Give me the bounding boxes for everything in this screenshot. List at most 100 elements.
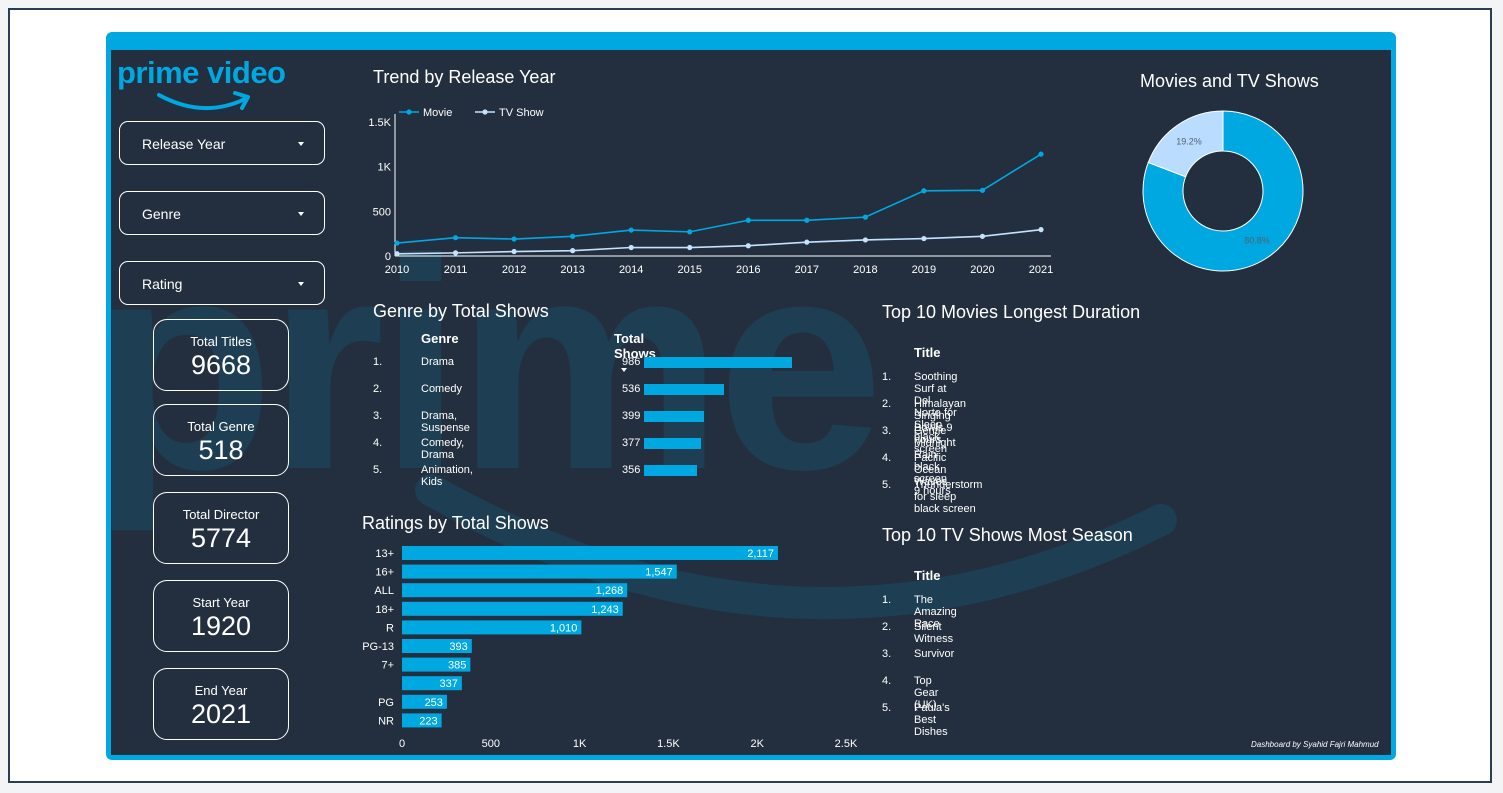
movies-row-title: Gentle Midnight Rain black screen 9 hour…	[914, 425, 956, 497]
trend-x-tick-label: 2020	[970, 264, 994, 276]
kpi-value: 5774	[190, 523, 252, 553]
genre-row-value: 536	[622, 383, 641, 395]
total-shows-col-header[interactable]: Total Shows	[614, 331, 656, 376]
data-point-movie	[570, 233, 576, 239]
dashboard: prime prime video Release Year Genre Rat…	[111, 50, 1391, 755]
rating-bar	[402, 583, 628, 598]
genre-row-rank: 5.	[373, 464, 383, 476]
data-point-tv-show	[511, 248, 517, 255]
rating-bar	[402, 657, 471, 672]
rating-category-label: PG	[378, 697, 394, 709]
rating-bar	[402, 639, 472, 653]
data-point-tv-show	[862, 237, 868, 243]
kpi-value: 518	[198, 435, 244, 465]
data-point-tv-show	[394, 251, 400, 257]
movies-table-title: Top 10 Movies Longest Duration	[882, 302, 1141, 322]
donut-slice-movie	[1142, 110, 1304, 272]
kpi-value: 1920	[190, 611, 252, 641]
rating-bar-value-label: 385	[448, 660, 466, 672]
data-point-movie	[804, 217, 810, 223]
genre-row-bar	[644, 357, 792, 368]
rating-category-label: 7+	[381, 660, 394, 672]
legend-label: Movie	[423, 107, 452, 119]
legend-marker	[482, 109, 488, 115]
data-point-tv-show	[687, 244, 693, 251]
movies-row-rank: 3.	[882, 425, 892, 437]
genre-filter[interactable]: Genre	[119, 191, 325, 235]
genre-row-bar	[644, 411, 704, 422]
genre-row-name: Drama	[421, 356, 455, 368]
rating-category-label: NR	[378, 715, 394, 727]
data-point-movie	[511, 236, 517, 242]
data-point-movie	[862, 214, 868, 220]
release-year-filter[interactable]: Release Year	[119, 121, 325, 165]
tv-title-col-header: Title	[914, 568, 941, 583]
genre-row-rank: 4.	[373, 437, 383, 449]
trend-x-tick-label: 2015	[677, 264, 701, 276]
dropdown-arrow-icon	[298, 142, 304, 146]
rating-category-label: 18+	[375, 604, 394, 616]
trend-x-tick-label: 2019	[912, 264, 936, 276]
movies-row-rank: 4.	[882, 452, 892, 464]
genre-row-rank: 2.	[373, 383, 383, 395]
data-point-tv-show	[1038, 227, 1044, 233]
kpi-total-titles: Total Titles 9668	[153, 319, 289, 391]
movies-row-title: Himalayan Singing Bowls 9 hours	[914, 398, 966, 446]
trend-x-tick-label: 2018	[853, 264, 877, 276]
rating-x-tick-label: 2K	[750, 738, 764, 750]
movies-row-rank: 5.	[882, 479, 892, 491]
ratings-bar-chart: 2,117 13+ 1,547 16+ 1,268 ALL 1,243 18+ 1,010 R 39…	[362, 546, 858, 750]
data-point-tv-show	[745, 243, 751, 249]
filter-label: Genre	[142, 206, 181, 222]
movies-tv-donut-chart: 80.8% 19.2%	[1142, 110, 1304, 272]
dropdown-arrow-icon	[298, 212, 304, 216]
data-point-tv-show	[628, 244, 634, 251]
data-point-tv-show	[570, 248, 576, 254]
rating-bar-value-label: 253	[425, 697, 443, 709]
tv-row-rank: 4.	[882, 675, 892, 687]
movies-row-rank: 1.	[882, 371, 892, 383]
rating-x-tick-label: 500	[482, 738, 500, 750]
data-point-movie	[745, 217, 751, 223]
tv-table-title: Top 10 TV Shows Most Season	[882, 525, 1133, 545]
kpi-value: 2021	[190, 699, 252, 729]
data-point-movie	[979, 187, 986, 193]
kpi-label: Start Year	[192, 595, 250, 610]
trend-chart-title: Trend by Release Year	[373, 67, 556, 87]
data-point-tv-show	[921, 235, 927, 242]
tv-row-rank: 1.	[882, 594, 892, 606]
rating-bar	[402, 694, 447, 709]
kpi-label: Total Titles	[190, 334, 252, 349]
genre-row-name: Comedy, Drama	[421, 437, 465, 461]
donut-slice-tv-show	[1147, 110, 1224, 178]
tv-row-title: Silent Witness	[914, 621, 954, 645]
genre-row-rank: 3.	[373, 410, 383, 422]
rating-bar-value-label: 2,117	[747, 548, 774, 560]
data-point-movie	[452, 235, 459, 241]
trend-y-tick-label: 1.5K	[368, 117, 391, 129]
rating-filter[interactable]: Rating	[119, 261, 325, 305]
genre-row-value: 986	[622, 356, 641, 368]
trend-x-tick-label: 2021	[1029, 264, 1053, 276]
rating-bar-value-label: 1,243	[591, 604, 619, 616]
trend-x-tick-label: 2012	[502, 264, 526, 276]
rating-x-tick-label: 1.5K	[657, 738, 680, 750]
kpi-label: End Year	[194, 683, 248, 698]
series-line-movie	[396, 153, 1042, 244]
footer-credit: Dashboard by Syahid Fajri Mahmud	[1251, 740, 1379, 749]
genre-row-bar	[644, 384, 725, 395]
tv-row-title: Paula's Best Dishes	[914, 702, 950, 738]
rating-bar	[402, 676, 462, 691]
rating-category-label: R	[386, 622, 394, 634]
genre-row-name: Comedy	[421, 383, 462, 395]
legend-marker	[406, 109, 412, 115]
kpi-label: Total Genre	[187, 419, 255, 434]
tv-row-rank: 3.	[882, 648, 892, 660]
kpi-start-year: Start Year 1920	[153, 580, 289, 652]
data-point-movie	[687, 229, 693, 235]
tv-row-title: Survivor	[914, 648, 955, 660]
data-point-movie	[921, 188, 927, 194]
data-point-movie	[394, 240, 400, 246]
trend-x-tick-label: 2013	[560, 264, 584, 276]
genre-table-title: Genre by Total Shows	[373, 301, 549, 321]
